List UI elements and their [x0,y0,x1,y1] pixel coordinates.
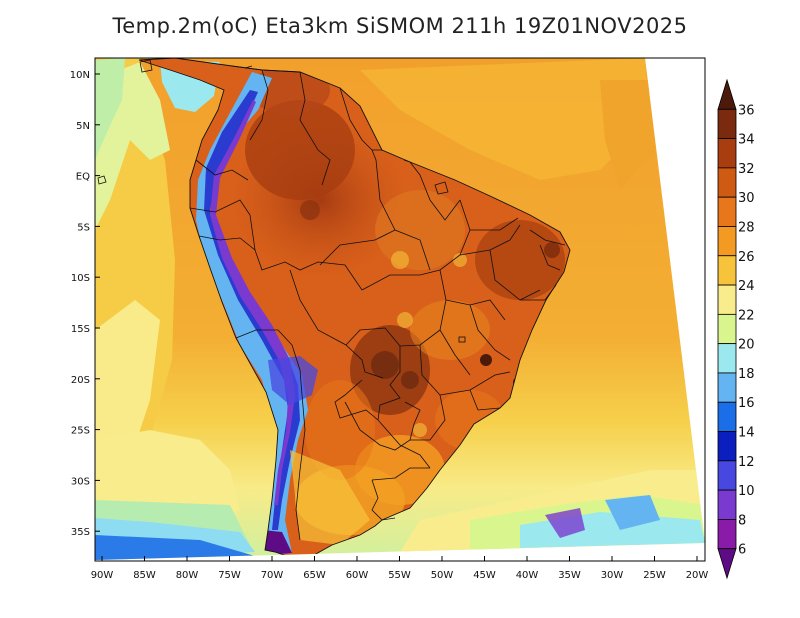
colorbar-label: 30 [738,191,755,206]
colorbar-swatch [717,196,737,227]
colorbar-swatch [717,108,737,139]
lon-label: 65W [303,570,326,581]
lon-label: 30W [601,570,624,581]
colorbar-label: 32 [738,162,755,177]
colorbar-label: 36 [738,103,755,118]
lon-label: 90W [91,570,114,581]
longitude-axis: 90W 85W 80W 75W 70W 65W 60W 55W 50W 45W 40W 35W 30W 2… [91,556,709,581]
colorbar-label: 28 [738,220,755,235]
colorbar-swatch [717,313,737,345]
colorbar-swatch [717,401,737,432]
colorbar-label: 6 [738,543,746,558]
lon-label: 60W [346,570,369,581]
lat-label: 5S [77,222,90,233]
colorbar-swatch [717,431,737,462]
lat-label: 25S [71,426,90,437]
colorbar-swatch [717,167,737,198]
colorbar-label: 10 [738,484,755,499]
lat-label: EQ [76,172,90,183]
colorbar-label: 24 [738,279,755,294]
lon-label: 85W [133,570,156,581]
colorbar-label: 8 [738,513,746,528]
colorbar-label: 14 [738,426,755,441]
lon-label: 45W [473,570,496,581]
colorbar-swatch [717,548,737,580]
colorbar-swatch [717,255,737,286]
lat-label: 15S [71,324,90,335]
lat-label: 10N [70,70,90,81]
lon-label: 70W [261,570,284,581]
colorbar-swatch [717,78,737,110]
colorbar-swatch [717,226,737,257]
lon-label: 80W [176,570,199,581]
lon-label: 55W [388,570,411,581]
colorbar-swatch [717,460,737,491]
lat-label: 20S [71,375,90,386]
map-field [95,58,705,560]
colorbar-label: 22 [738,308,755,323]
lat-label: 30S [71,476,90,487]
colorbar-swatch [717,372,737,403]
lon-label: 25W [643,570,666,581]
colorbar-label: 16 [738,396,755,411]
colorbar-label: 18 [738,367,755,382]
lon-label: 50W [431,570,454,581]
lat-label: 5N [76,121,90,132]
lon-label: 20W [686,570,709,581]
lat-label: 10S [71,273,90,284]
colorbar-swatch [717,284,737,315]
colorbar-label: 34 [738,133,755,148]
colorbar-swatch [717,343,737,374]
lon-label: 35W [558,570,581,581]
colorbar-swatch [717,138,737,169]
latitude-axis: 10N 5N EQ 5S 10S 15S 20S 25S 30S 35S [70,70,100,538]
colorbar-label: 12 [738,455,755,470]
colorbar: 36 34 32 30 28 26 24 22 20 18 16 14 12 10 8 6 [717,78,755,580]
colorbar-label: 20 [738,338,755,353]
lon-label: 75W [218,570,241,581]
lat-label: 35S [71,527,90,538]
country-borders [189,65,566,541]
lon-label: 40W [516,570,539,581]
colorbar-label: 26 [738,250,755,265]
colorbar-swatch [717,519,737,550]
map-title: Temp.2m(oC) Eta3km SiSMOM 211h 19Z01NOV2… [112,14,688,38]
colorbar-swatch [717,489,737,520]
